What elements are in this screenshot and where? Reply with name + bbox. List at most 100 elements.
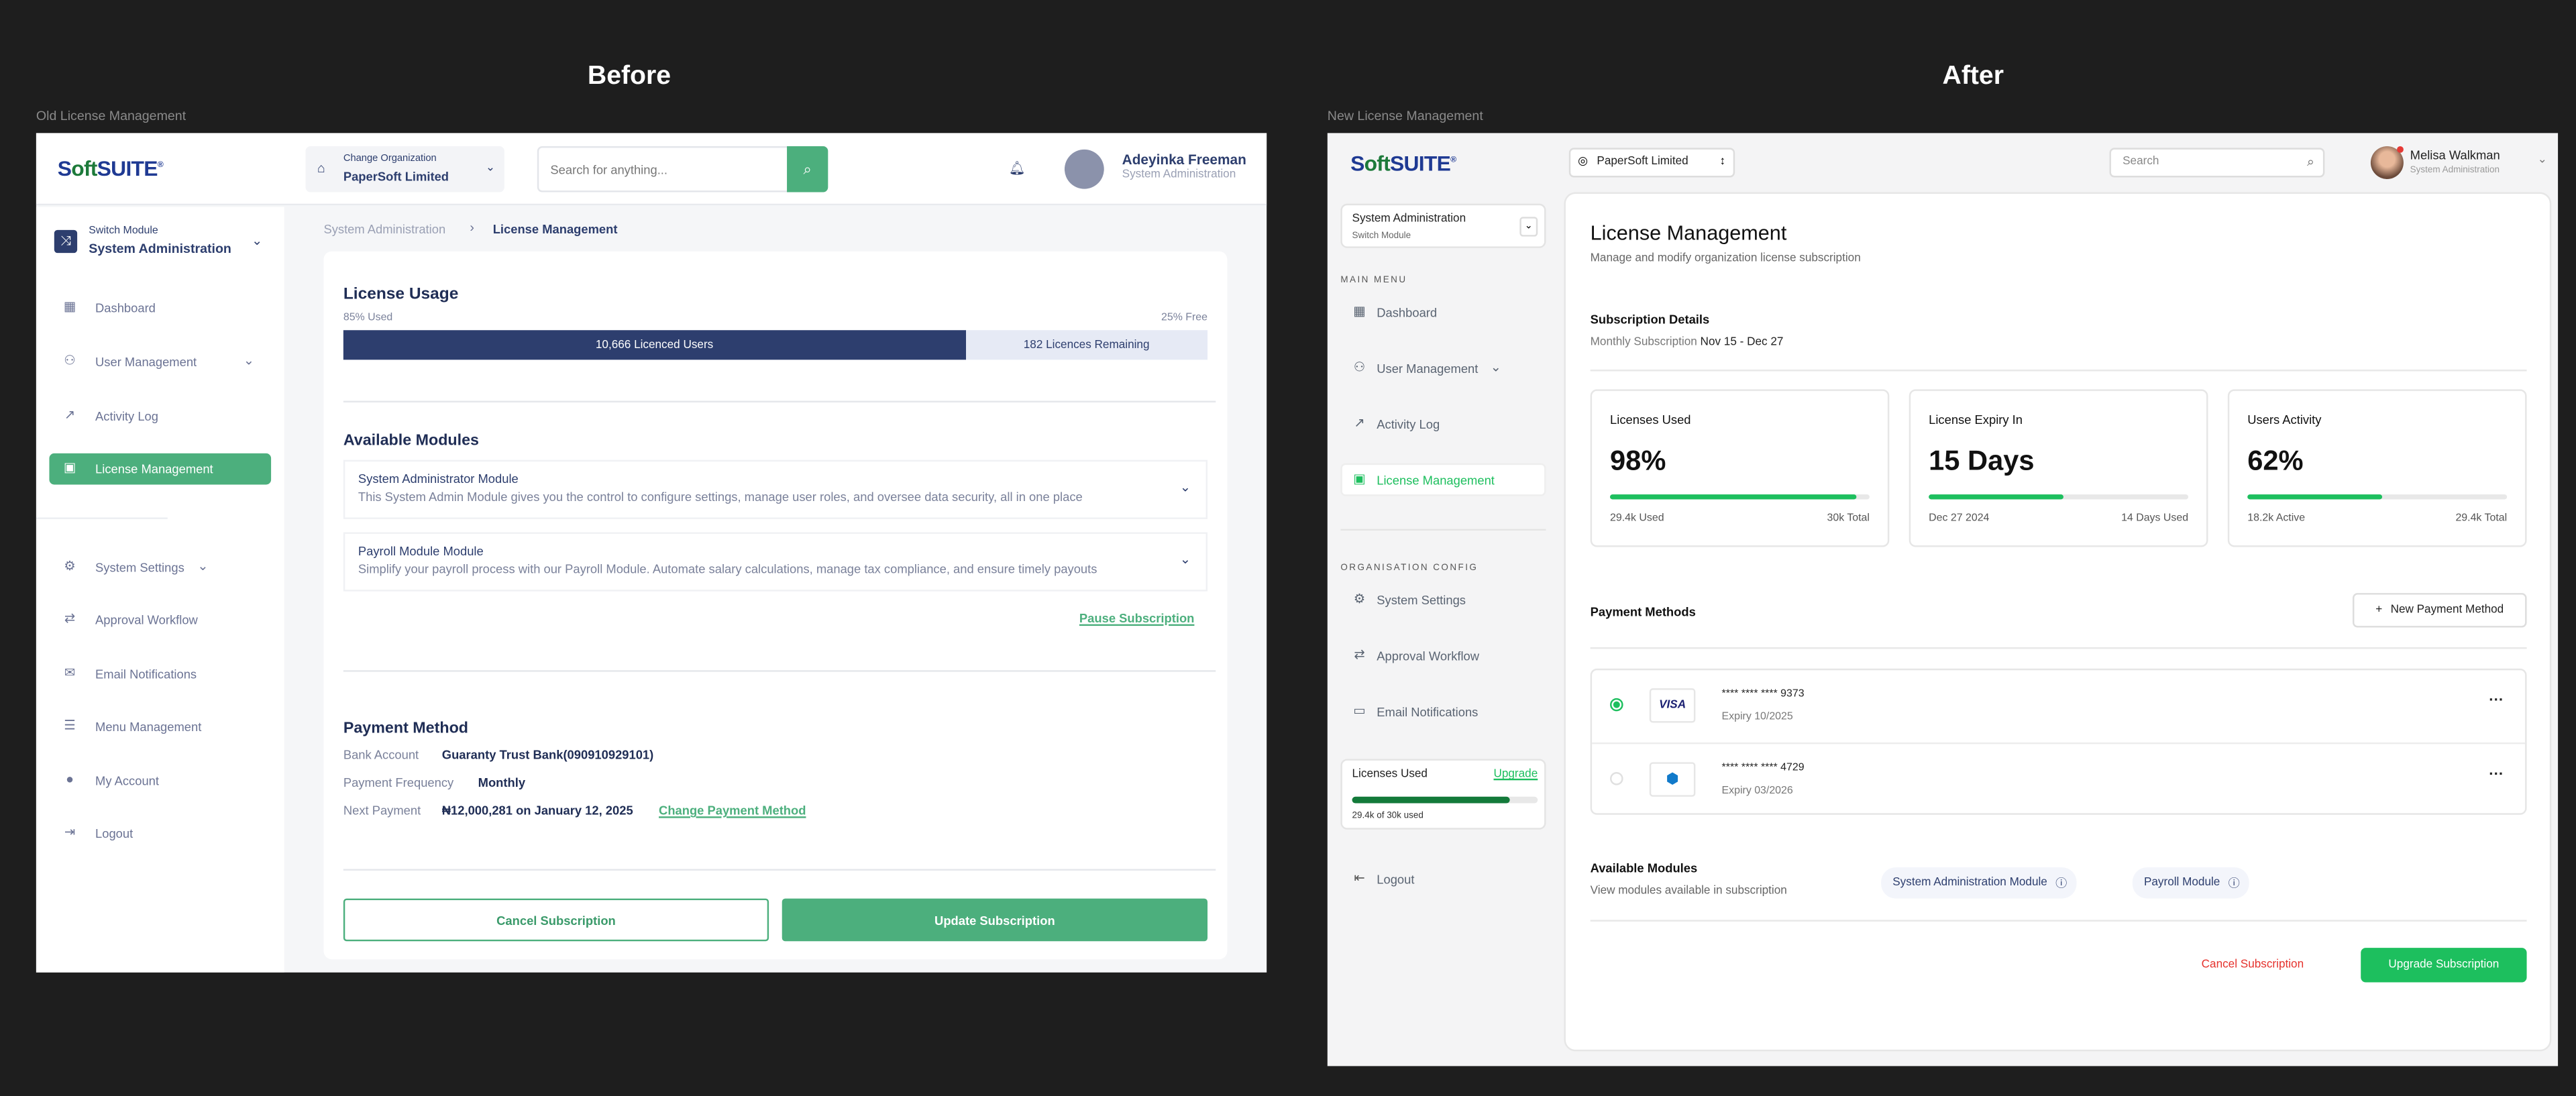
- search-button[interactable]: ⌕: [787, 146, 828, 193]
- sidebar-item[interactable]: System Settings: [95, 560, 184, 576]
- payment-method-row[interactable]: VISA **** **** **** 9373 Expiry 10/2025 …: [1592, 670, 2525, 743]
- workflow-icon: ⇄: [1354, 647, 1365, 662]
- change-payment-method-link[interactable]: Change Payment Method: [659, 803, 806, 818]
- message-icon: ▭: [1353, 703, 1366, 718]
- cancel-subscription-button[interactable]: Cancel Subscription: [343, 898, 769, 942]
- module-accordion[interactable]: Payroll Module Module Simplify your payr…: [343, 532, 1208, 592]
- used-text: 10,666 Licenced Users: [595, 339, 714, 351]
- search-field[interactable]: Search for anything... ⌕: [537, 146, 828, 193]
- stat-footer-left: 29.4k Used: [1610, 512, 1664, 525]
- upgrade-subscription-button[interactable]: Upgrade Subscription: [2361, 948, 2527, 983]
- sidebar-item[interactable]: Dashboard: [95, 300, 156, 316]
- sidebar-item[interactable]: My Account: [95, 773, 160, 789]
- org-selector[interactable]: ⌂ Change Organization PaperSoft Limited …: [305, 146, 504, 193]
- module-accordion[interactable]: System Administrator Module This System …: [343, 459, 1208, 519]
- module-desc: Simplify your payroll process with our P…: [358, 561, 1097, 577]
- chevron-down-icon[interactable]: ⌄: [2537, 154, 2548, 166]
- pause-subscription-link[interactable]: Pause Subscription: [1079, 611, 1195, 626]
- mail-icon: ✉: [64, 665, 76, 680]
- section-title: Payment Methods: [1590, 604, 1696, 620]
- switch-module-label: Switch Module: [89, 225, 158, 237]
- sidebar-item[interactable]: System Settings: [1377, 593, 1466, 608]
- sidebar-item[interactable]: Email Notifications: [95, 667, 197, 682]
- user-role: System Administration: [2410, 166, 2500, 176]
- sidebar-item[interactable]: Approval Workflow: [1377, 649, 1480, 664]
- sidebar-item[interactable]: Dashboard: [1377, 305, 1438, 321]
- gear-icon: ⚙: [64, 558, 76, 573]
- switch-module-value[interactable]: System Administration: [89, 241, 231, 257]
- more-options-icon[interactable]: ···: [2489, 765, 2504, 782]
- search-field[interactable]: Search ⌕: [2109, 148, 2325, 178]
- sidebar-item[interactable]: Email Notifications: [1377, 704, 1479, 720]
- subscription-line: Monthly Subscription Nov 15 - Dec 27: [1591, 337, 1784, 348]
- sidebar-item[interactable]: Menu Management: [95, 719, 202, 734]
- nav-logout[interactable]: Logout: [1377, 872, 1415, 887]
- chevron-down-icon[interactable]: ⌄: [1179, 480, 1191, 495]
- chip-label: System Administration Module: [1892, 877, 2047, 889]
- stat-footer-right: 30k Total: [1827, 512, 1870, 525]
- radio-button[interactable]: [1610, 698, 1623, 712]
- section-title: Available Modules: [1590, 861, 1698, 876]
- chevron-down-icon[interactable]: ⌄: [197, 558, 209, 573]
- new-payment-method-button[interactable]: + New Payment Method: [2352, 593, 2527, 628]
- stat-label: Users Activity: [2247, 412, 2322, 427]
- users-icon: ⚇: [1353, 360, 1366, 375]
- stat-footer-right: 29.4k Total: [2455, 512, 2508, 525]
- old-app: SoftSUITE® ⌂ Change Organization PaperSo…: [36, 133, 1267, 973]
- sidebar-item[interactable]: Activity Log: [1377, 417, 1440, 433]
- sidebar-item[interactable]: License Management: [1377, 473, 1495, 488]
- card-number: **** **** **** 4729: [1721, 762, 1805, 774]
- stat-value: 62%: [2247, 445, 2304, 477]
- sidebar-item[interactable]: License Management: [95, 461, 213, 477]
- visa-logo: VISA: [1659, 700, 1686, 712]
- new-caption: New License Management: [1327, 108, 1483, 123]
- chevron-down-icon[interactable]: ⌄: [243, 353, 255, 368]
- avatar[interactable]: [1064, 149, 1104, 189]
- sidebar-item[interactable]: Approval Workflow: [95, 612, 198, 628]
- workflow-icon: ⇄: [64, 611, 76, 626]
- free-label: 25% Free: [1161, 312, 1208, 324]
- breadcrumb-item[interactable]: System Administration: [323, 221, 446, 237]
- card-expiry: Expiry 03/2026: [1721, 785, 1793, 797]
- sidebar-item[interactable]: User Management: [95, 354, 197, 370]
- payment-method-row[interactable]: ⬢ **** **** **** 4729 Expiry 03/2026 ···: [1592, 744, 2525, 816]
- section-title: Available Modules: [343, 432, 479, 451]
- divider: [36, 517, 168, 519]
- module-chip[interactable]: System Administration Module ⓘ: [1881, 867, 2077, 899]
- cancel-subscription-button[interactable]: Cancel Subscription: [2201, 959, 2304, 971]
- bell-icon[interactable]: 🔔︎: [1008, 161, 1026, 176]
- switch-module-label: Switch Module: [1352, 231, 1411, 242]
- upgrade-link[interactable]: Upgrade: [1493, 769, 1538, 781]
- org-selector[interactable]: ◎ PaperSoft Limited ↕: [1568, 148, 1735, 178]
- stat-footer-left: Dec 27 2024: [1929, 512, 1990, 525]
- sidebar-item[interactable]: Logout: [95, 826, 133, 841]
- usage-bar-remaining: 182 Licences Remaining: [965, 330, 1208, 360]
- card-expiry: Expiry 10/2025: [1721, 711, 1793, 723]
- more-options-icon[interactable]: ···: [2489, 692, 2504, 708]
- module-chip[interactable]: Payroll Module ⓘ: [2132, 867, 2250, 899]
- logo: SoftSUITE®: [1350, 151, 1456, 176]
- update-subscription-button[interactable]: Update Subscription: [782, 898, 1208, 942]
- sidebar-item[interactable]: Activity Log: [95, 408, 158, 424]
- chevron-updown-icon: ↕: [1719, 156, 1726, 168]
- info-icon[interactable]: ⓘ: [2055, 877, 2068, 890]
- grid-icon: ▦: [63, 298, 76, 314]
- divider: [343, 670, 1216, 672]
- chevron-down-icon[interactable]: ⌄: [252, 233, 263, 248]
- chevron-down-icon[interactable]: ⌄: [1490, 360, 1502, 375]
- search-input[interactable]: Search for anything...: [550, 162, 668, 178]
- divider: [1590, 647, 2527, 649]
- radio-button[interactable]: [1610, 772, 1623, 785]
- briefcase-icon: ▣: [63, 459, 76, 475]
- sidebar-item[interactable]: User Management: [1377, 361, 1479, 376]
- activity-icon: ↗: [1354, 415, 1365, 431]
- stat-footer-right: 14 Days Used: [2121, 512, 2189, 525]
- chevron-down-icon[interactable]: ⌄: [1179, 551, 1191, 567]
- search-input[interactable]: Search: [2123, 156, 2159, 168]
- divider: [1340, 529, 1546, 531]
- info-icon[interactable]: ⓘ: [2228, 877, 2240, 890]
- new-app: SoftSUITE® ◎ PaperSoft Limited ↕ Search …: [1327, 133, 2559, 1066]
- stat-value: 98%: [1610, 445, 1666, 477]
- org-logo-icon: ◎: [1578, 156, 1589, 168]
- switch-module[interactable]: System Administration Switch Module ⌄: [1340, 203, 1546, 248]
